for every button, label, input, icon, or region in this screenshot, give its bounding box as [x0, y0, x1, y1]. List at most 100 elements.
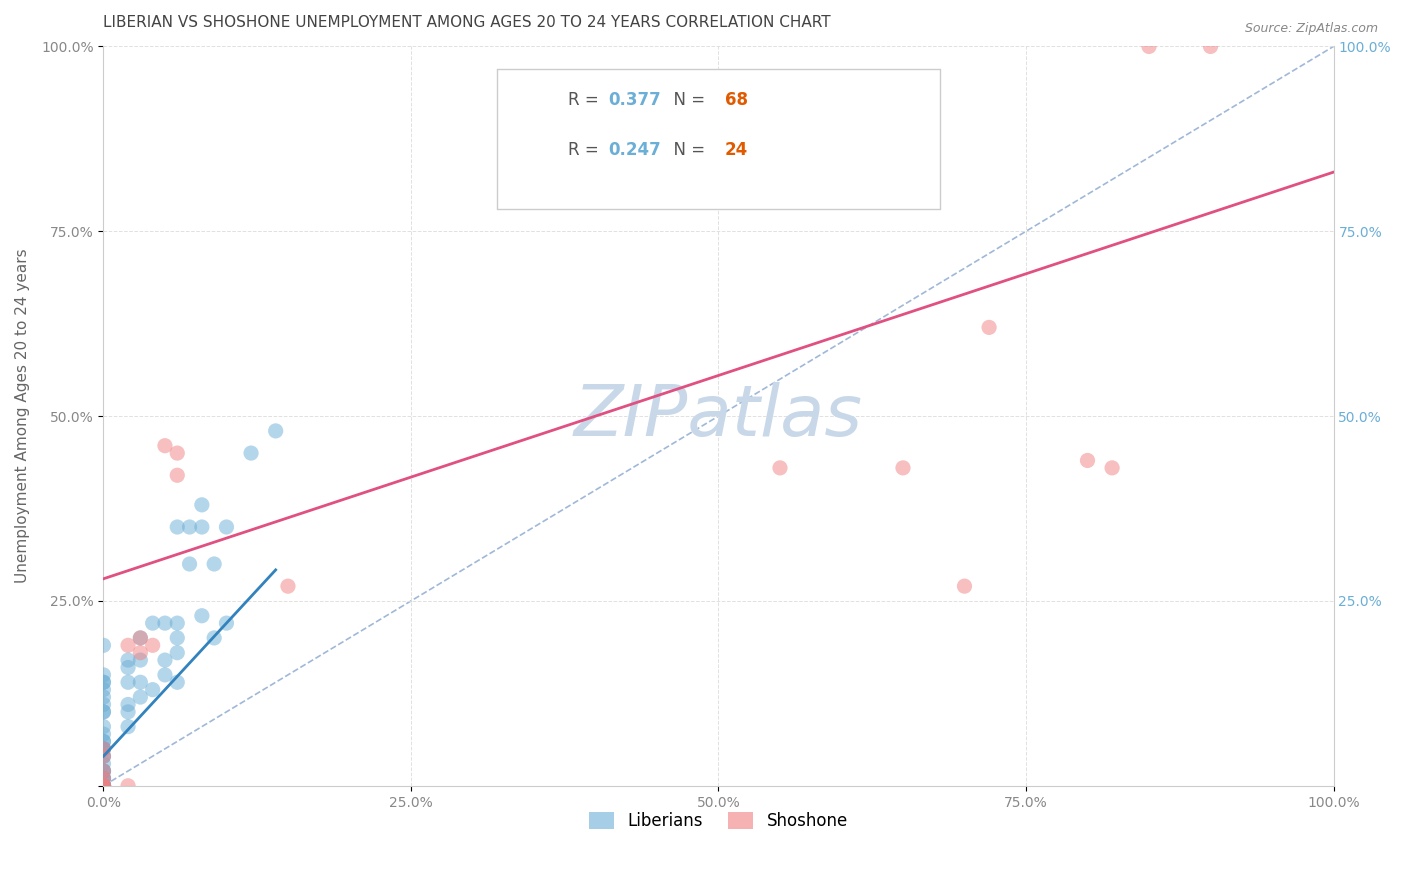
Text: 24: 24	[724, 141, 748, 159]
Point	[166, 468, 188, 483]
Point	[93, 772, 115, 786]
Point	[117, 720, 139, 734]
Point	[166, 631, 188, 645]
Point	[93, 779, 115, 793]
Text: R =: R =	[568, 91, 605, 109]
Point	[142, 682, 165, 697]
Point	[93, 749, 115, 764]
Point	[153, 668, 176, 682]
Text: ZIPatlas: ZIPatlas	[574, 382, 863, 450]
Point	[264, 424, 287, 438]
Point	[93, 779, 115, 793]
Point	[117, 660, 139, 674]
Point	[117, 779, 139, 793]
Point	[129, 631, 152, 645]
Point	[117, 653, 139, 667]
Point	[117, 698, 139, 712]
Point	[953, 579, 976, 593]
Point	[1101, 461, 1123, 475]
Point	[93, 772, 115, 786]
Point	[93, 764, 115, 778]
Point	[769, 461, 792, 475]
Point	[191, 498, 214, 512]
Point	[891, 461, 914, 475]
Text: N =: N =	[664, 91, 710, 109]
Point	[166, 675, 188, 690]
Point	[93, 779, 115, 793]
Point	[93, 690, 115, 704]
Text: 68: 68	[724, 91, 748, 109]
Point	[93, 772, 115, 786]
Point	[93, 675, 115, 690]
Point	[129, 631, 152, 645]
Point	[93, 772, 115, 786]
Point	[93, 749, 115, 764]
Point	[191, 520, 214, 534]
Point	[1199, 39, 1222, 54]
Point	[93, 779, 115, 793]
Point	[93, 764, 115, 778]
Legend: Liberians, Shoshone: Liberians, Shoshone	[582, 805, 855, 837]
Point	[93, 705, 115, 719]
Text: 0.247: 0.247	[607, 141, 661, 159]
Point	[117, 675, 139, 690]
Point	[202, 557, 225, 571]
Point	[93, 720, 115, 734]
Point	[166, 616, 188, 631]
Text: LIBERIAN VS SHOSHONE UNEMPLOYMENT AMONG AGES 20 TO 24 YEARS CORRELATION CHART: LIBERIAN VS SHOSHONE UNEMPLOYMENT AMONG …	[104, 15, 831, 30]
Point	[93, 779, 115, 793]
Point	[1076, 453, 1098, 467]
Y-axis label: Unemployment Among Ages 20 to 24 years: Unemployment Among Ages 20 to 24 years	[15, 249, 30, 583]
FancyBboxPatch shape	[509, 131, 553, 172]
Point	[215, 520, 238, 534]
Point	[129, 675, 152, 690]
Point	[202, 631, 225, 645]
Point	[129, 690, 152, 704]
Point	[93, 749, 115, 764]
Point	[129, 646, 152, 660]
Point	[191, 608, 214, 623]
Point	[93, 779, 115, 793]
Point	[93, 741, 115, 756]
Point	[117, 705, 139, 719]
Point	[179, 520, 201, 534]
Text: N =: N =	[664, 141, 710, 159]
Point	[93, 779, 115, 793]
Point	[93, 779, 115, 793]
Point	[93, 638, 115, 652]
Point	[93, 741, 115, 756]
Point	[166, 446, 188, 460]
Point	[129, 653, 152, 667]
Point	[215, 616, 238, 631]
Point	[93, 734, 115, 748]
Text: R =: R =	[568, 141, 605, 159]
Point	[93, 756, 115, 771]
Point	[93, 705, 115, 719]
Point	[153, 616, 176, 631]
Point	[93, 779, 115, 793]
Point	[93, 779, 115, 793]
FancyBboxPatch shape	[509, 76, 553, 120]
Point	[240, 446, 263, 460]
Point	[93, 741, 115, 756]
Point	[93, 741, 115, 756]
Point	[142, 638, 165, 652]
Text: 0.377: 0.377	[607, 91, 661, 109]
Point	[277, 579, 299, 593]
Point	[977, 320, 1000, 334]
Point	[93, 668, 115, 682]
Point	[93, 779, 115, 793]
Point	[179, 557, 201, 571]
Point	[153, 653, 176, 667]
Point	[93, 682, 115, 697]
Point	[117, 638, 139, 652]
Text: Source: ZipAtlas.com: Source: ZipAtlas.com	[1244, 22, 1378, 36]
Point	[166, 646, 188, 660]
Point	[93, 779, 115, 793]
Point	[93, 764, 115, 778]
Point	[142, 616, 165, 631]
Point	[153, 439, 176, 453]
Point	[93, 764, 115, 778]
Point	[93, 779, 115, 793]
Point	[93, 698, 115, 712]
